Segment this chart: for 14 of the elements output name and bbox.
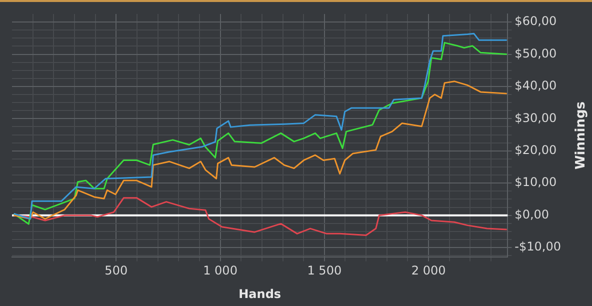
x-axis-title: Hands	[238, 286, 282, 301]
x-tick-label: 500	[104, 264, 128, 278]
y-tick-label: $30,00	[514, 110, 557, 125]
x-tick-label: 1 000	[203, 264, 238, 278]
y-tick-label: -$10,00	[514, 240, 562, 254]
y-tick-label: $0,00	[514, 207, 550, 222]
y-tick-label: $10,00	[514, 175, 557, 190]
y-tick-label: $20,00	[514, 143, 557, 158]
x-tick-label: 1 500	[307, 264, 342, 278]
y-tick-label: $60,00	[514, 14, 557, 28]
y-tick-label: $50,00	[514, 46, 557, 60]
y-axis-title: Winnings	[574, 100, 588, 170]
y-tick-label: $40,00	[514, 78, 557, 93]
x-tick-label: 2 000	[411, 264, 446, 278]
